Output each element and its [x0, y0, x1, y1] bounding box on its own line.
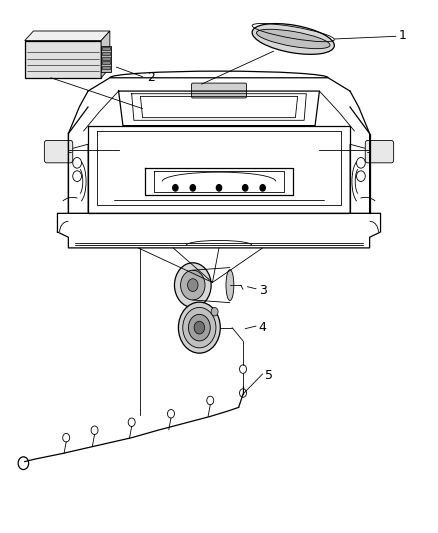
Polygon shape	[350, 144, 370, 213]
Polygon shape	[68, 144, 88, 213]
Text: 4: 4	[259, 321, 267, 334]
FancyBboxPatch shape	[365, 141, 394, 163]
Bar	[101, 46, 111, 72]
Text: 3: 3	[259, 284, 267, 297]
Circle shape	[188, 314, 210, 341]
Circle shape	[178, 302, 220, 353]
Circle shape	[180, 270, 205, 300]
Circle shape	[173, 184, 178, 191]
Ellipse shape	[252, 23, 334, 54]
Bar	[102, 56, 110, 60]
Bar	[102, 47, 110, 50]
Circle shape	[260, 184, 265, 191]
Bar	[102, 66, 110, 69]
Ellipse shape	[226, 270, 234, 301]
Circle shape	[243, 184, 248, 191]
Polygon shape	[101, 31, 110, 78]
Bar	[102, 61, 110, 64]
Bar	[25, 41, 101, 78]
Circle shape	[216, 184, 222, 191]
Circle shape	[190, 184, 195, 191]
Text: 1: 1	[399, 29, 406, 42]
Circle shape	[194, 321, 205, 334]
Circle shape	[174, 263, 211, 308]
Circle shape	[187, 279, 198, 292]
Bar	[102, 52, 110, 55]
FancyBboxPatch shape	[191, 83, 247, 98]
Circle shape	[211, 308, 218, 316]
Text: 2: 2	[148, 71, 155, 84]
Circle shape	[183, 308, 216, 348]
Polygon shape	[25, 31, 110, 41]
FancyBboxPatch shape	[44, 141, 73, 163]
Ellipse shape	[257, 29, 330, 49]
Text: 5: 5	[265, 369, 273, 382]
